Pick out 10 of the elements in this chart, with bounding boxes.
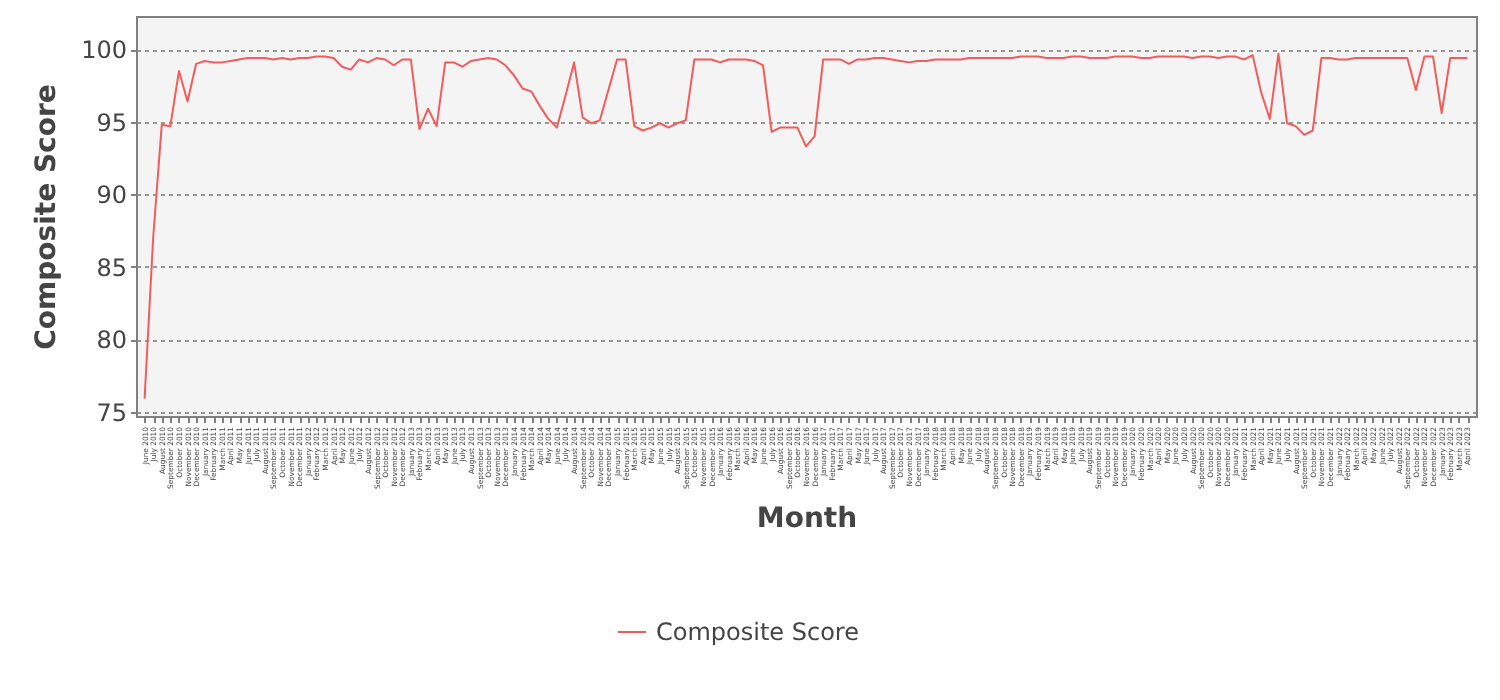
- y-tick-label: 90: [96, 181, 127, 210]
- y-tick-label: 95: [96, 108, 127, 137]
- x-axis-title: Month: [756, 502, 858, 535]
- line-series: [143, 52, 1469, 400]
- legend-label: Composite Score: [656, 618, 859, 646]
- y-tick-label: 100: [81, 36, 127, 65]
- y-tick-label: 75: [96, 398, 127, 427]
- y-axis-title: Composite Score: [31, 84, 64, 350]
- y-tick-label: 85: [96, 253, 127, 282]
- y-tick-label: 80: [96, 326, 127, 355]
